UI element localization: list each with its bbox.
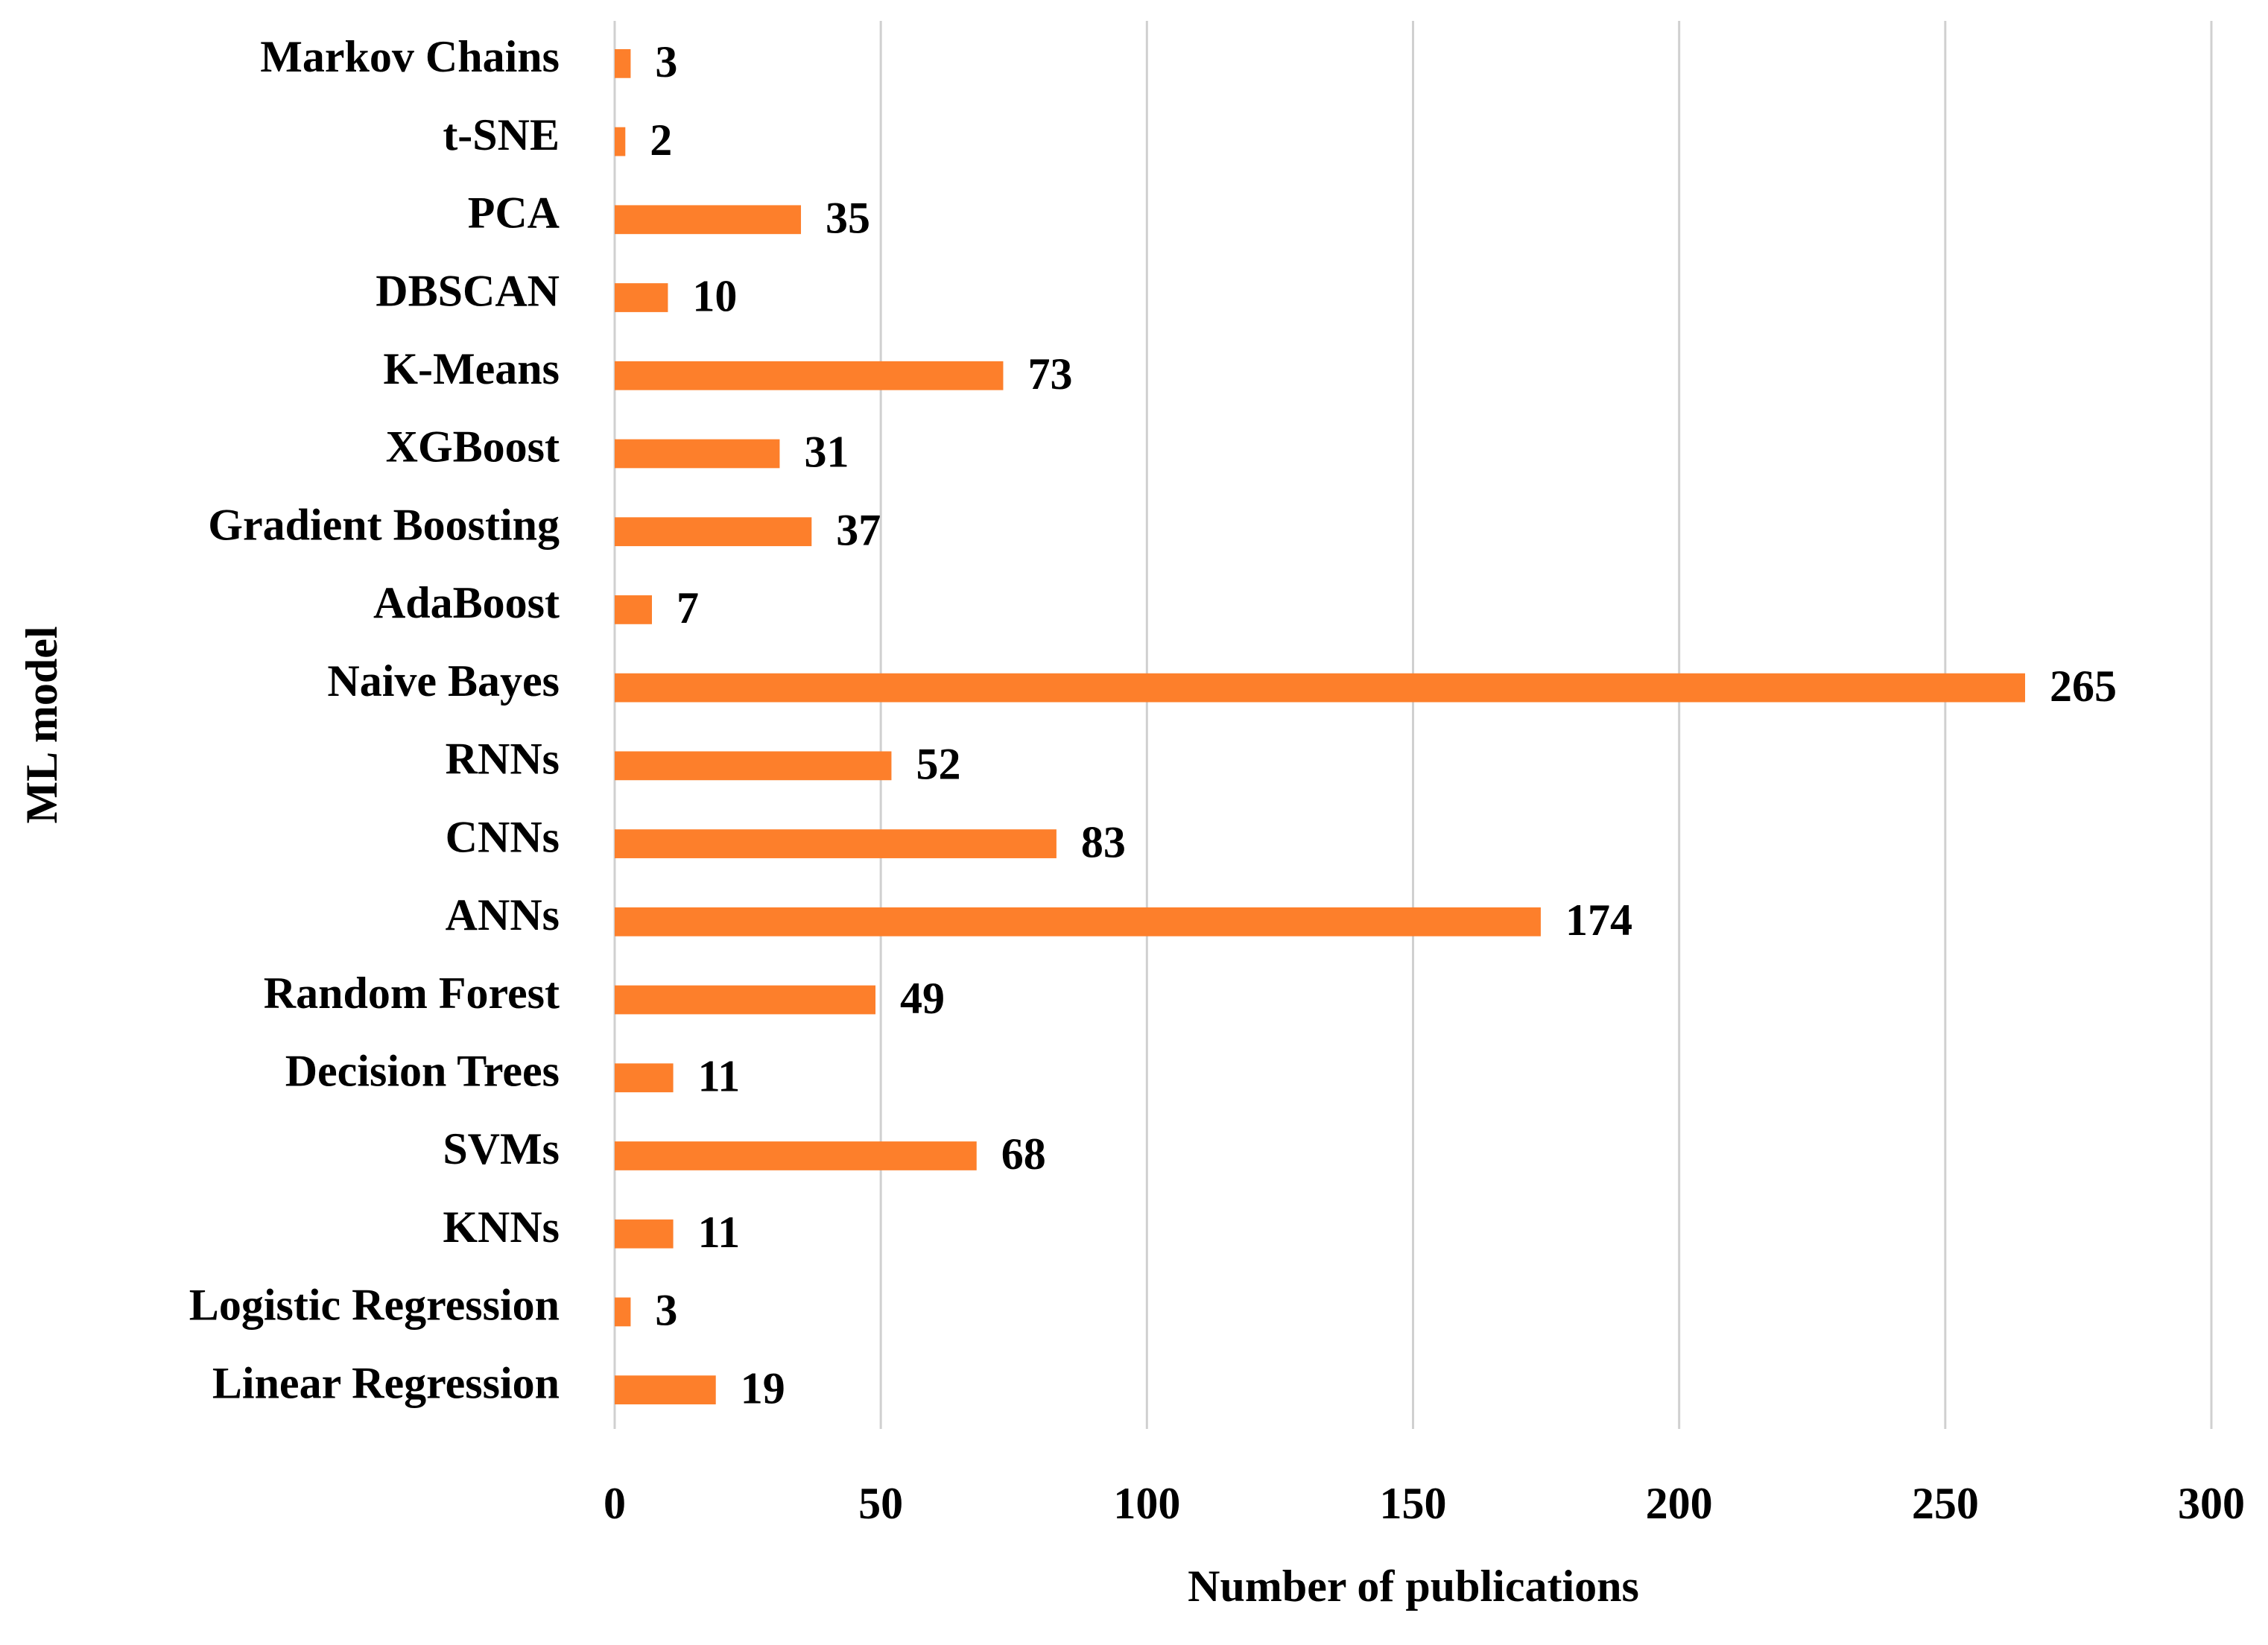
y-tick-label: XGBoost <box>386 422 560 472</box>
x-tick-label: 0 <box>604 1479 626 1528</box>
value-label: 10 <box>692 271 737 320</box>
bar <box>615 751 892 781</box>
x-tick-label: 300 <box>2178 1479 2245 1528</box>
y-tick-label: Naive Bayes <box>327 656 560 706</box>
bar <box>615 985 876 1015</box>
x-tick-label: 50 <box>858 1479 903 1528</box>
value-label: 19 <box>741 1363 785 1413</box>
value-label: 83 <box>1081 817 1126 866</box>
value-label: 31 <box>804 428 849 477</box>
y-tick-label: t-SNE <box>443 110 560 159</box>
value-label: 68 <box>1001 1129 1046 1179</box>
bar <box>615 283 668 312</box>
y-tick-label: KNNs <box>443 1202 560 1252</box>
value-label: 35 <box>826 194 870 243</box>
y-tick-label: PCA <box>468 188 560 238</box>
value-label: 3 <box>655 1286 677 1335</box>
bar <box>615 517 812 547</box>
y-tick-label: Decision Trees <box>285 1047 560 1096</box>
bar <box>615 127 626 156</box>
value-label: 49 <box>900 974 945 1023</box>
value-label: 3 <box>655 37 677 86</box>
value-label: 37 <box>836 505 881 554</box>
bar <box>615 673 2025 703</box>
x-tick-label: 150 <box>1380 1479 1447 1528</box>
y-tick-label: Logistic Regression <box>189 1281 560 1330</box>
value-label: 52 <box>916 740 960 789</box>
bar <box>615 1141 977 1170</box>
x-axis-title: Number of publications <box>1188 1562 1639 1611</box>
x-tick-label: 250 <box>1912 1479 1979 1528</box>
bar <box>615 1063 674 1093</box>
x-tick-label: 200 <box>1646 1479 1713 1528</box>
value-label: 7 <box>677 583 699 633</box>
bar <box>615 1297 631 1327</box>
y-axis-title: ML model <box>17 627 66 824</box>
y-tick-label: Linear Regression <box>212 1358 560 1407</box>
bar <box>615 907 1541 936</box>
value-label: 2 <box>650 115 672 165</box>
bar <box>615 595 653 624</box>
bar <box>615 829 1057 858</box>
y-tick-label: Gradient Boosting <box>208 500 560 549</box>
y-tick-label: Markov Chains <box>260 32 560 81</box>
bar <box>615 48 631 78</box>
value-label: 73 <box>1027 349 1072 399</box>
value-label: 265 <box>2050 662 2117 711</box>
y-tick-label: DBSCAN <box>376 266 560 315</box>
bar <box>615 205 802 235</box>
y-tick-label: AdaBoost <box>373 578 560 627</box>
value-label: 174 <box>1565 896 1632 945</box>
x-tick-label: 100 <box>1113 1479 1180 1528</box>
y-tick-label: CNNs <box>446 812 560 861</box>
y-tick-label: ANNs <box>446 890 560 939</box>
value-label: 11 <box>698 1052 741 1101</box>
bar <box>615 1219 674 1249</box>
bar <box>615 1375 716 1405</box>
bar <box>615 439 780 469</box>
y-tick-label: RNNs <box>446 735 560 784</box>
value-label: 11 <box>698 1208 741 1257</box>
y-tick-label: K-Means <box>383 344 560 393</box>
bar <box>615 361 1004 390</box>
y-tick-label: SVMs <box>443 1124 560 1173</box>
y-tick-label: Random Forest <box>264 969 560 1018</box>
